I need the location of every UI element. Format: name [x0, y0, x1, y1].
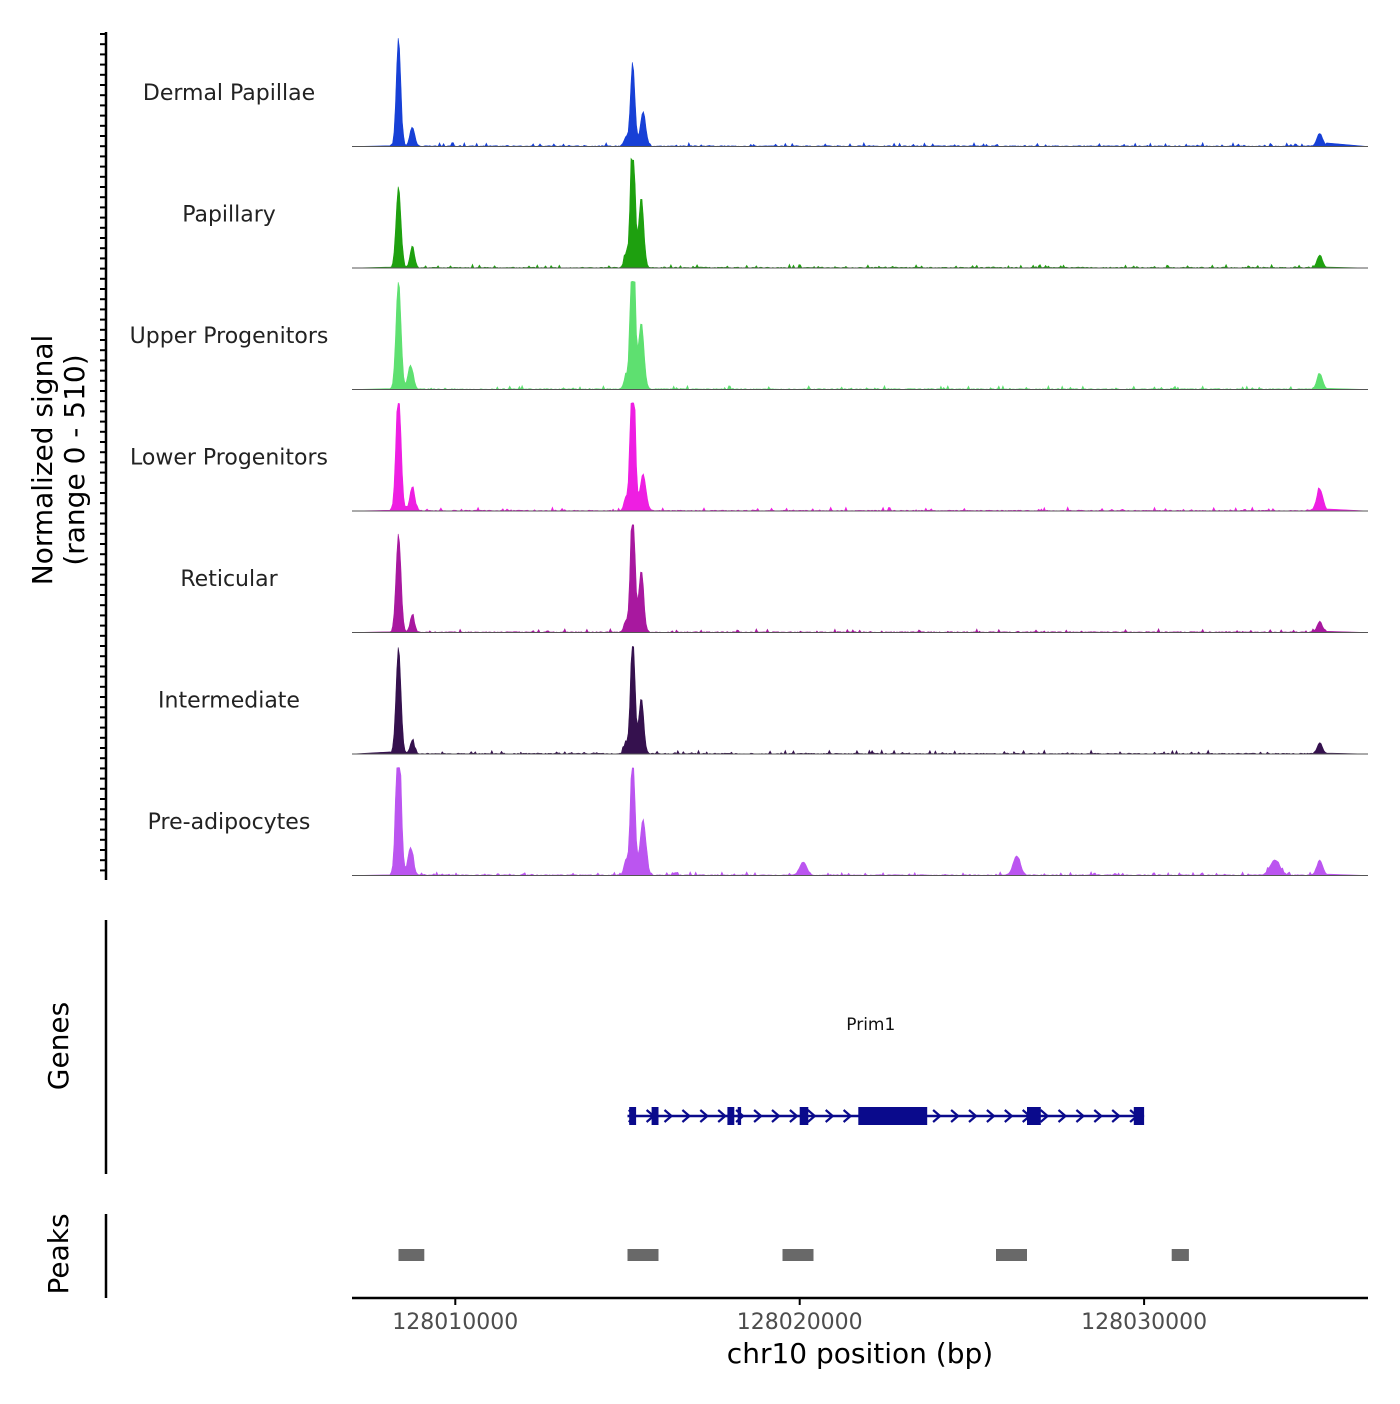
peaks-track [398, 1249, 1189, 1261]
genes-track-title: Genes [42, 1002, 75, 1090]
track-lower-progenitors: Lower Progenitors [130, 402, 1369, 512]
coverage-area [351, 402, 1369, 512]
strand-arrow [1075, 1109, 1086, 1123]
strand-arrow [681, 1109, 692, 1123]
coverage-tracks: Dermal Papillae Papillary Upper Progenitor… [130, 38, 1369, 876]
track-upper-progenitors: Upper Progenitors [130, 280, 1369, 390]
x-axis: 128010000 128020000 128030000 [352, 1296, 1368, 1335]
track-label: Lower Progenitors [130, 446, 328, 471]
peak-region [398, 1249, 425, 1261]
coverage-area [351, 646, 1369, 755]
track-reticular: Reticular [180, 524, 1369, 633]
coverage-area [351, 280, 1369, 390]
track-label: Dermal Papillae [143, 81, 315, 106]
exon-block [799, 1107, 809, 1125]
y-axis-title-line2: (range 0 - 510) [58, 354, 91, 565]
exon-block [858, 1107, 928, 1125]
track-dermal-papillae: Dermal Papillae [143, 38, 1369, 147]
strand-arrow [842, 1109, 853, 1123]
track-intermediate: Intermediate [158, 646, 1369, 755]
strand-arrow [663, 1109, 674, 1123]
x-axis-title: chr10 position (bp) [727, 1337, 993, 1370]
track-label: Papillary [182, 203, 276, 228]
x-tick-label: 128030000 [1081, 1310, 1207, 1335]
coverage-area [351, 157, 1369, 269]
x-tick-label: 128020000 [737, 1310, 863, 1335]
exon-block [737, 1107, 742, 1125]
strand-arrow [1057, 1109, 1068, 1123]
peak-region [782, 1249, 814, 1261]
gene-prim1: Prim1 [627, 1015, 1145, 1125]
track-label: Pre-adipocytes [148, 810, 311, 835]
strand-arrow [1039, 1109, 1050, 1123]
strand-arrow [932, 1109, 942, 1123]
left-axes [100, 32, 108, 1298]
exon-block [1133, 1107, 1145, 1125]
peak-region [1171, 1249, 1189, 1261]
track-label: Upper Progenitors [130, 324, 329, 349]
exon-block [651, 1107, 659, 1125]
peaks-track-title: Peaks [42, 1213, 75, 1294]
track-pre-adipocytes: Pre-adipocytes [148, 767, 1369, 876]
track-label: Intermediate [158, 689, 300, 714]
track-papillary: Papillary [182, 157, 1369, 269]
coverage-area [351, 767, 1369, 876]
strand-arrow [717, 1109, 727, 1123]
peak-region [627, 1249, 659, 1261]
strand-arrow [807, 1109, 817, 1123]
strand-arrow [950, 1109, 960, 1123]
strand-arrow [753, 1109, 763, 1123]
y-axis-title-line1: Normalized signal [26, 335, 59, 586]
strand-arrow [986, 1109, 996, 1123]
strand-arrow [968, 1109, 978, 1123]
exon-block [1027, 1107, 1041, 1125]
strand-arrow [771, 1109, 781, 1123]
strand-arrow [1093, 1109, 1103, 1123]
strand-arrow [824, 1109, 835, 1123]
strand-arrow [1004, 1109, 1014, 1123]
gene-name-label: Prim1 [846, 1015, 895, 1035]
strand-arrow [1111, 1109, 1121, 1123]
peak-region [996, 1249, 1027, 1261]
genes-track: Prim1 [627, 1015, 1145, 1125]
exon-block [629, 1107, 637, 1125]
strand-arrow [699, 1109, 709, 1123]
strand-arrow [789, 1109, 799, 1123]
x-tick-label: 128010000 [392, 1310, 518, 1335]
track-label: Reticular [180, 567, 278, 592]
coverage-area [351, 38, 1369, 147]
coverage-area [351, 524, 1369, 633]
exon-block [727, 1107, 735, 1125]
